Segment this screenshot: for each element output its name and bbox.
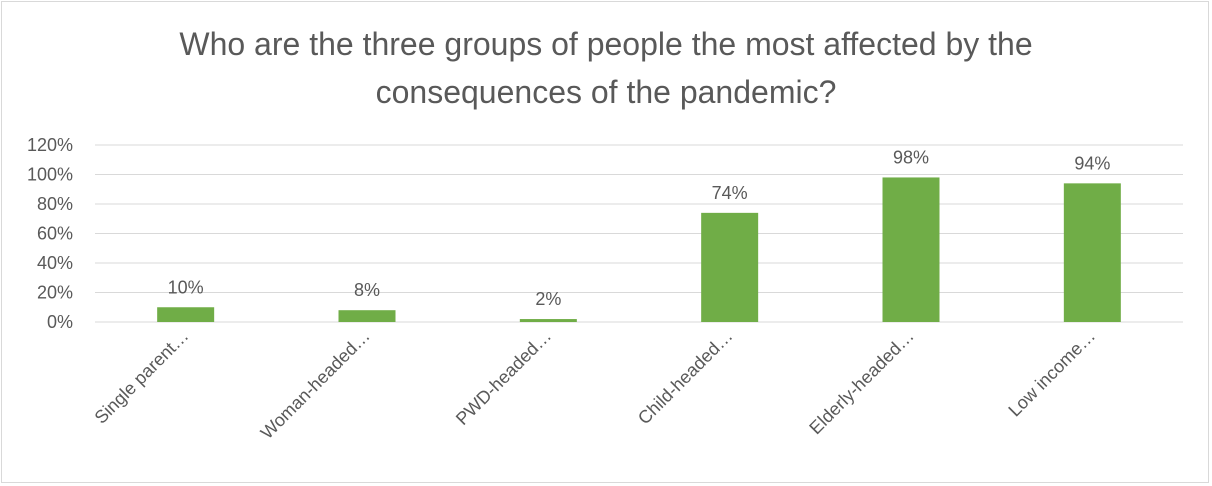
bar <box>338 310 396 322</box>
y-tick-label: 60% <box>37 224 73 244</box>
y-tick-label: 120% <box>27 135 73 155</box>
bar <box>519 319 577 322</box>
data-label: 10% <box>168 277 204 297</box>
category-label: Single parent… <box>91 326 193 428</box>
y-tick-label: 80% <box>37 194 73 214</box>
data-label: 8% <box>354 280 380 300</box>
bar <box>157 307 215 322</box>
category-label: PWD-headed… <box>452 326 555 429</box>
y-tick-label: 20% <box>37 283 73 303</box>
bar <box>1063 183 1121 322</box>
y-tick-label: 0% <box>47 312 73 332</box>
category-label: Child-headed… <box>634 326 737 429</box>
y-tick-label: 40% <box>37 253 73 273</box>
category-label: Woman-headed… <box>257 326 374 443</box>
data-label: 2% <box>535 289 561 309</box>
data-label: 74% <box>712 183 748 203</box>
y-tick-label: 100% <box>27 165 73 185</box>
data-label: 94% <box>1074 153 1110 173</box>
data-label: 98% <box>893 147 929 167</box>
bar <box>701 212 759 322</box>
chart-title: Who are the three groups of people the m… <box>179 26 1033 110</box>
category-label: Elderly-headed… <box>805 326 917 438</box>
category-label: Low income… <box>1004 326 1099 421</box>
bar <box>882 177 940 322</box>
